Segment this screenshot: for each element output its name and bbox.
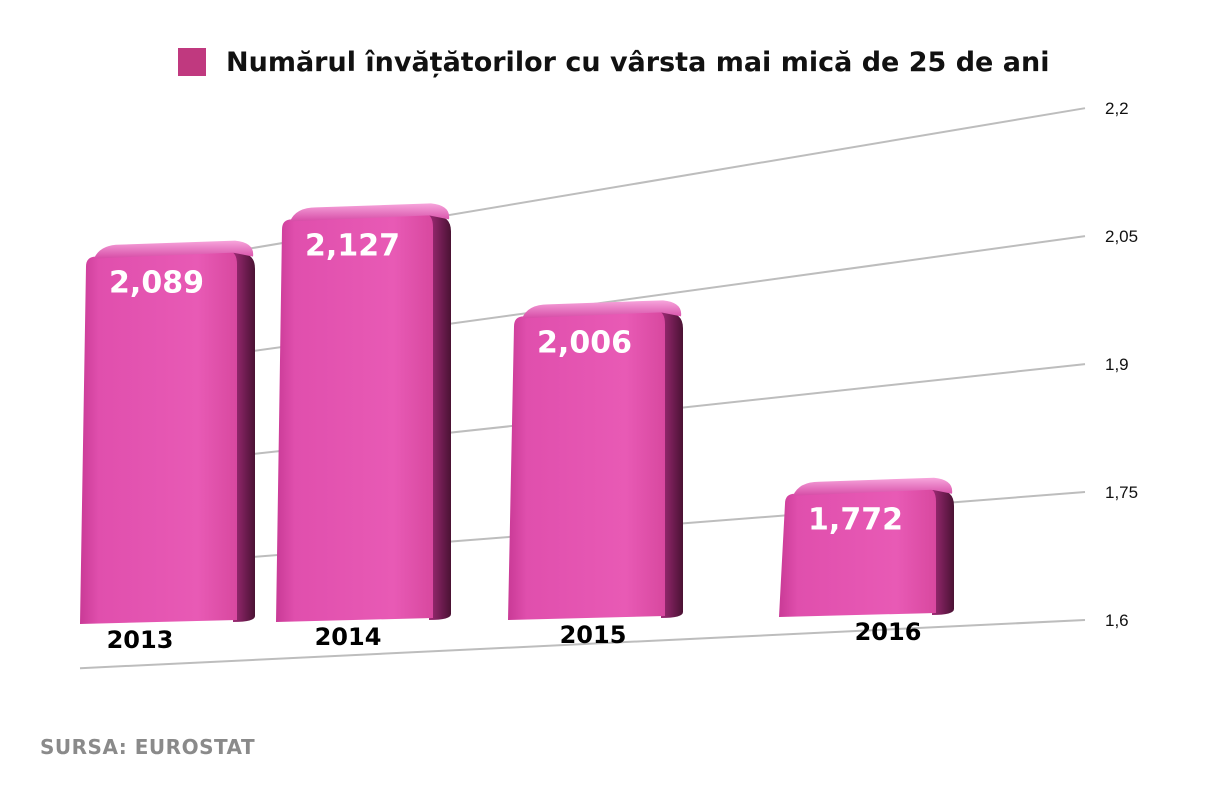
bar-2015: 2,006 <box>508 300 683 620</box>
data-label: 2,089 <box>109 266 204 301</box>
bar-2013: 2,089 <box>80 240 255 624</box>
bar-side <box>932 489 954 615</box>
x-tick-label: 2015 <box>560 621 627 649</box>
data-label: 2,006 <box>537 325 632 360</box>
bar-front <box>508 310 665 620</box>
y-tick-label: 2,05 <box>1105 227 1138 246</box>
legend-label: Numărul învățătorilor cu vârsta mai mică… <box>226 47 1049 78</box>
bar-side <box>429 215 451 620</box>
bar-side <box>233 252 255 622</box>
bars: 2,089 2,127 2,006 1,772 <box>80 203 954 624</box>
bar-2014: 2,127 <box>276 203 451 622</box>
bar-top <box>793 477 953 496</box>
bar-top <box>290 203 450 222</box>
legend-swatch <box>178 48 206 76</box>
x-tick-label: 2016 <box>855 618 922 646</box>
y-tick-label: 1,9 <box>1105 355 1129 374</box>
x-axis-labels: 2013 2014 2015 2016 <box>107 618 922 654</box>
x-tick-label: 2014 <box>315 623 382 651</box>
data-label: 2,127 <box>305 228 400 263</box>
source-note: SURSA: EUROSTAT <box>40 735 256 759</box>
data-label: 1,772 <box>808 503 903 538</box>
bar-front <box>80 250 237 624</box>
y-tick-label: 2,2 <box>1105 99 1129 118</box>
y-tick-label: 1,75 <box>1105 483 1138 502</box>
bar-side <box>661 312 683 618</box>
y-axis-ticks: 1,6 1,75 1,9 2,05 2,2 <box>1105 99 1138 630</box>
bar-top <box>94 240 254 259</box>
x-tick-label: 2013 <box>107 626 174 654</box>
bar-front <box>276 213 433 622</box>
bar-2016: 1,772 <box>779 477 954 617</box>
bar-front <box>779 487 936 617</box>
y-tick-label: 1,6 <box>1105 611 1129 630</box>
bar-top <box>522 300 682 319</box>
gridline <box>79 619 1086 670</box>
